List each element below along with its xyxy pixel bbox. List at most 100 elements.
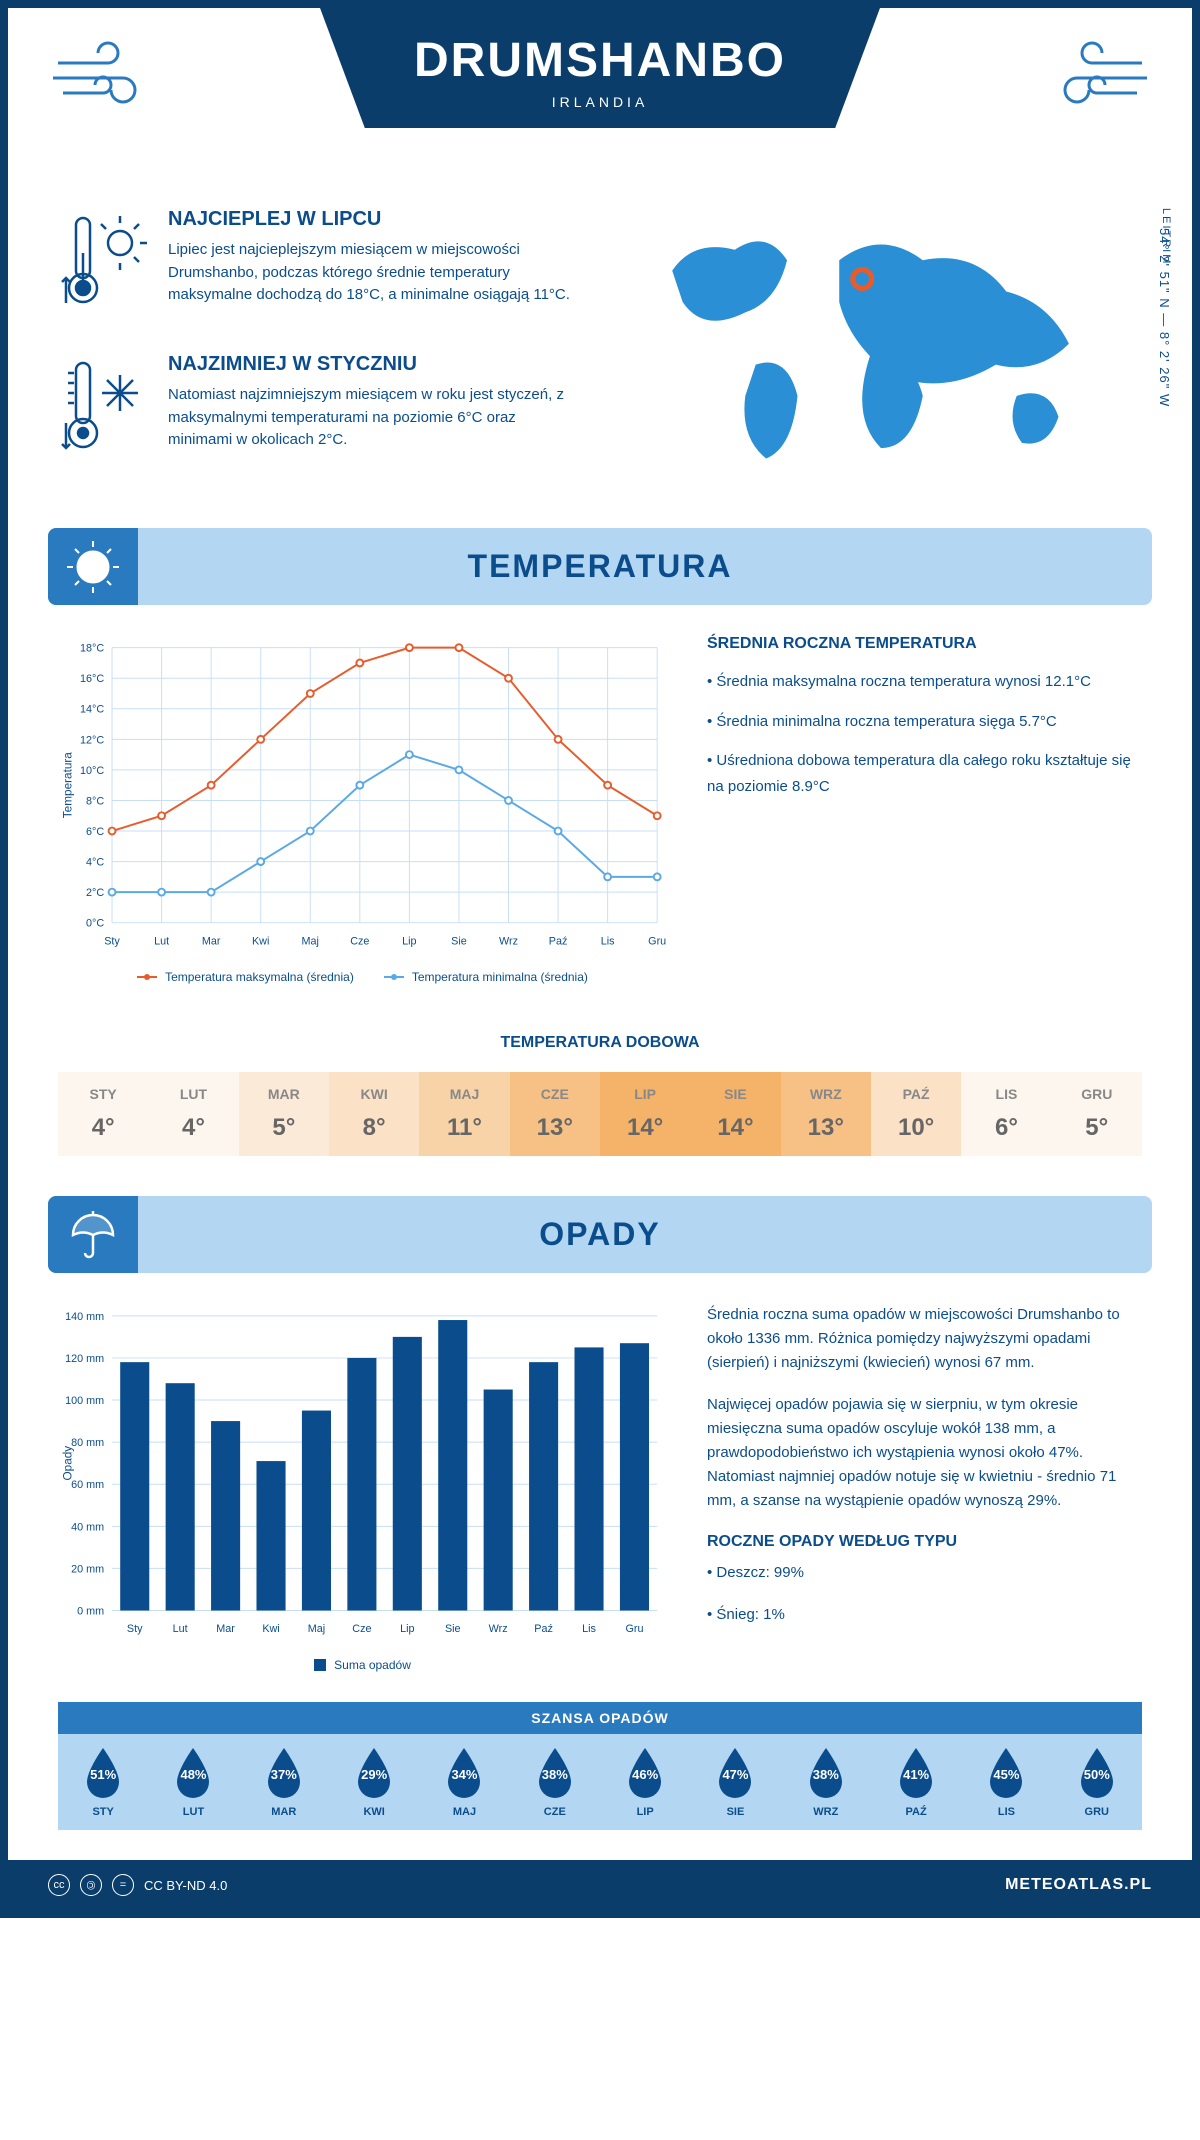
svg-text:Temperatura: Temperatura	[62, 752, 75, 819]
drop-icon: 38%	[533, 1746, 577, 1800]
precip-chart: 0 mm20 mm40 mm60 mm80 mm100 mm120 mm140 …	[58, 1303, 667, 1672]
daily-cell: KWI 8°	[329, 1072, 419, 1156]
svg-text:60 mm: 60 mm	[71, 1479, 104, 1491]
footer-site: METEOATLAS.PL	[1005, 1876, 1152, 1894]
sun-icon	[48, 528, 138, 605]
daily-month: LUT	[148, 1086, 238, 1102]
chance-value: 50%	[1084, 1767, 1110, 1782]
svg-text:Sty: Sty	[104, 935, 120, 947]
daily-month: KWI	[329, 1086, 419, 1102]
daily-cell: STY4°	[58, 1072, 148, 1156]
chance-month: LIP	[600, 1806, 690, 1818]
chance-month: LUT	[148, 1806, 238, 1818]
svg-text:16°C: 16°C	[80, 673, 104, 685]
title-banner: DRUMSHANBO IRLANDIA	[320, 8, 880, 128]
daily-cell: MAR5°	[239, 1072, 329, 1156]
precip-header: OPADY	[48, 1196, 1152, 1273]
svg-text:Lip: Lip	[400, 1623, 414, 1635]
legend-max-label: Temperatura maksymalna (średnia)	[165, 970, 354, 984]
daily-cell: LIS6°	[961, 1072, 1051, 1156]
chance-month: GRU	[1052, 1806, 1142, 1818]
svg-text:Gru: Gru	[625, 1623, 643, 1635]
svg-text:Maj: Maj	[302, 935, 319, 947]
svg-text:Sie: Sie	[445, 1623, 461, 1635]
chance-cell: 50% GRU	[1052, 1746, 1142, 1818]
chance-cell: 41%PAŹ	[871, 1746, 961, 1818]
daily-cell: MAJ 11°	[419, 1072, 509, 1156]
legend-sum-label: Suma opadów	[334, 1658, 411, 1672]
page-subtitle: IRLANDIA	[320, 94, 880, 110]
precip-section: 0 mm20 mm40 mm60 mm80 mm100 mm120 mm140 …	[8, 1273, 1192, 1692]
chance-value: 38%	[542, 1767, 568, 1782]
chance-cell: 37%MAR	[239, 1746, 329, 1818]
footer: cc 🄯 = CC BY-ND 4.0 METEOATLAS.PL	[8, 1860, 1192, 1910]
by-icon: 🄯	[80, 1874, 102, 1896]
chance-value: 45%	[993, 1767, 1019, 1782]
fact-hot-text: NAJCIEPLEJ W LIPCU Lipiec jest najcieple…	[168, 208, 580, 323]
svg-text:Lip: Lip	[402, 935, 416, 947]
svg-text:0°C: 0°C	[86, 918, 104, 930]
svg-text:Cze: Cze	[352, 1623, 371, 1635]
daily-cell: LIP14°	[600, 1072, 690, 1156]
thermometer-sun-icon	[58, 208, 148, 323]
svg-text:Sie: Sie	[451, 935, 467, 947]
fact-hot: NAJCIEPLEJ W LIPCU Lipiec jest najcieple…	[58, 208, 580, 323]
chance-cell: 45%LIS	[961, 1746, 1051, 1818]
svg-text:18°C: 18°C	[80, 643, 104, 655]
chance-value: 46%	[632, 1767, 658, 1782]
chance-cell: 48% LUT	[148, 1746, 238, 1818]
svg-text:100 mm: 100 mm	[65, 1395, 104, 1407]
chance-cell: 38% CZE	[510, 1746, 600, 1818]
svg-text:20 mm: 20 mm	[71, 1563, 104, 1575]
daily-cell: PAŹ 10°	[871, 1072, 961, 1156]
daily-month: PAŹ	[871, 1086, 961, 1102]
svg-text:Lut: Lut	[173, 1623, 188, 1635]
svg-text:Kwi: Kwi	[252, 935, 269, 947]
drop-icon: 48%	[171, 1746, 215, 1800]
chance-value: 37%	[271, 1767, 297, 1782]
precip-rain: • Deszcz: 99%	[707, 1561, 1142, 1585]
daily-cell: WRZ13°	[781, 1072, 871, 1156]
chance-value: 41%	[903, 1767, 929, 1782]
footer-license: cc 🄯 = CC BY-ND 4.0	[48, 1874, 227, 1896]
svg-text:10°C: 10°C	[80, 765, 104, 777]
fact-cold-text: NAJZIMNIEJ W STYCZNIU Natomiast najzimni…	[168, 353, 580, 468]
chance-month: WRZ	[781, 1806, 871, 1818]
intro-section: NAJCIEPLEJ W LIPCU Lipiec jest najcieple…	[8, 188, 1192, 528]
drop-icon: 37%	[262, 1746, 306, 1800]
daily-value: 10°	[871, 1114, 961, 1142]
daily-value: 11°	[419, 1114, 509, 1142]
chance-cell: 46% LIP	[600, 1746, 690, 1818]
drop-icon: 50%	[1075, 1746, 1119, 1800]
daily-cell: CZE13°	[510, 1072, 600, 1156]
svg-text:140 mm: 140 mm	[65, 1311, 104, 1323]
daily-value: 4°	[148, 1114, 238, 1142]
umbrella-icon	[48, 1196, 138, 1273]
daily-temp-title: TEMPERATURA DOBOWA	[8, 1034, 1192, 1052]
chance-month: KWI	[329, 1806, 419, 1818]
drop-icon: 38%	[804, 1746, 848, 1800]
chance-value: 34%	[451, 1767, 477, 1782]
drop-icon: 51%	[81, 1746, 125, 1800]
chance-month: CZE	[510, 1806, 600, 1818]
page-title: DRUMSHANBO	[320, 33, 880, 88]
daily-month: MAJ	[419, 1086, 509, 1102]
svg-text:40 mm: 40 mm	[71, 1521, 104, 1533]
svg-text:Sty: Sty	[127, 1623, 143, 1635]
svg-text:Lis: Lis	[582, 1623, 596, 1635]
drop-icon: 41%	[894, 1746, 938, 1800]
temp-info-b3: • Uśredniona dobowa temperatura dla całe…	[707, 748, 1142, 799]
daily-month: LIS	[961, 1086, 1051, 1102]
daily-value: 8°	[329, 1114, 419, 1142]
legend-max: Temperatura maksymalna (średnia)	[137, 970, 354, 984]
svg-text:Cze: Cze	[350, 935, 369, 947]
svg-text:Wrz: Wrz	[489, 1623, 508, 1635]
svg-text:Mar: Mar	[202, 935, 221, 947]
temperature-info: ŚREDNIA ROCZNA TEMPERATURA • Średnia mak…	[707, 635, 1142, 984]
nd-icon: =	[112, 1874, 134, 1896]
temp-info-title: ŚREDNIA ROCZNA TEMPERATURA	[707, 635, 1142, 653]
chance-cell: 47%SIE	[690, 1746, 780, 1818]
daily-value: 13°	[510, 1114, 600, 1142]
fact-hot-title: NAJCIEPLEJ W LIPCU	[168, 208, 580, 231]
temperature-chart: 0°C2°C4°C6°C8°C10°C12°C14°C16°C18°CStyLu…	[58, 635, 667, 984]
